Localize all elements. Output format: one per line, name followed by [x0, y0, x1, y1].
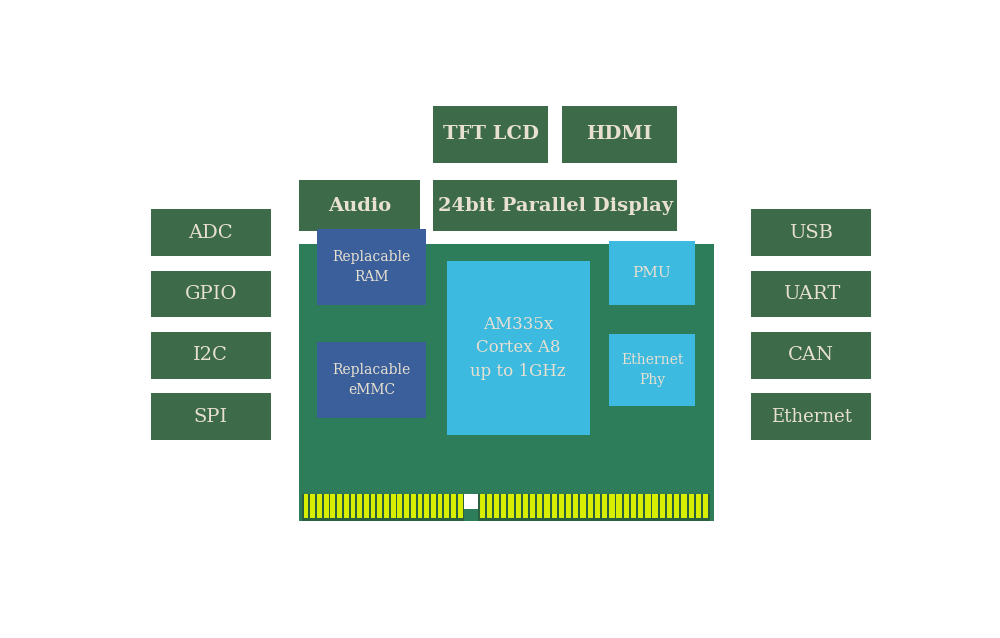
Bar: [299, 180, 420, 232]
Text: AM335x
Cortex A8
up to 1GHz: AM335x Cortex A8 up to 1GHz: [471, 316, 566, 380]
Bar: [433, 180, 677, 232]
Bar: [317, 342, 426, 418]
Bar: [299, 244, 714, 521]
Bar: [384, 494, 389, 518]
Bar: [451, 494, 456, 518]
Bar: [304, 494, 308, 518]
Bar: [631, 494, 636, 518]
Text: PMU: PMU: [633, 266, 671, 280]
Bar: [357, 494, 362, 518]
Bar: [480, 494, 485, 518]
Bar: [151, 394, 271, 440]
Bar: [530, 494, 535, 518]
Bar: [645, 494, 651, 518]
Text: CAN: CAN: [788, 346, 834, 364]
Text: Replacable
eMMC: Replacable eMMC: [332, 363, 411, 397]
Text: UART: UART: [783, 285, 840, 303]
Bar: [751, 332, 871, 379]
Text: SPI: SPI: [194, 408, 228, 426]
Bar: [638, 494, 643, 518]
Bar: [616, 494, 622, 518]
Bar: [624, 494, 629, 518]
Bar: [562, 106, 677, 163]
Bar: [609, 334, 695, 406]
Bar: [317, 494, 322, 518]
Bar: [464, 494, 478, 509]
Text: 24bit Parallel Display: 24bit Parallel Display: [438, 197, 673, 214]
Bar: [444, 494, 449, 518]
Bar: [494, 494, 499, 518]
Bar: [681, 494, 687, 518]
Bar: [418, 494, 422, 518]
Bar: [317, 229, 426, 305]
Bar: [516, 494, 521, 518]
Text: TFT LCD: TFT LCD: [443, 125, 539, 144]
Bar: [487, 494, 492, 518]
Text: I2C: I2C: [193, 346, 228, 364]
Bar: [595, 494, 600, 518]
Bar: [588, 494, 593, 518]
Bar: [438, 494, 442, 518]
Bar: [696, 494, 701, 518]
Bar: [447, 261, 590, 435]
Bar: [411, 494, 416, 518]
Bar: [424, 494, 429, 518]
Bar: [397, 494, 402, 518]
Bar: [652, 494, 658, 518]
Bar: [344, 494, 349, 518]
Text: ADC: ADC: [188, 223, 233, 242]
Bar: [431, 494, 436, 518]
Bar: [609, 241, 695, 305]
Bar: [609, 494, 615, 518]
Bar: [310, 494, 315, 518]
Bar: [566, 494, 571, 518]
Text: GPIO: GPIO: [184, 285, 237, 303]
Bar: [602, 494, 607, 518]
Bar: [364, 494, 369, 518]
Bar: [674, 494, 679, 518]
Bar: [751, 209, 871, 256]
Bar: [508, 494, 514, 518]
Bar: [478, 494, 710, 521]
Text: Ethernet: Ethernet: [771, 408, 852, 426]
Text: Audio: Audio: [328, 197, 391, 214]
Bar: [391, 494, 396, 518]
Bar: [544, 494, 550, 518]
Text: USB: USB: [789, 223, 833, 242]
Bar: [151, 271, 271, 317]
Bar: [660, 494, 665, 518]
Bar: [501, 494, 506, 518]
Text: HDMI: HDMI: [586, 125, 653, 144]
Bar: [351, 494, 355, 518]
Bar: [371, 494, 375, 518]
Bar: [667, 494, 672, 518]
Bar: [559, 494, 564, 518]
Bar: [523, 494, 528, 518]
Bar: [302, 494, 464, 521]
Text: Replacable
RAM: Replacable RAM: [332, 250, 411, 284]
Bar: [433, 106, 548, 163]
Bar: [573, 494, 578, 518]
Bar: [751, 394, 871, 440]
Bar: [751, 271, 871, 317]
Bar: [689, 494, 694, 518]
Bar: [151, 332, 271, 379]
Bar: [703, 494, 708, 518]
Bar: [324, 494, 329, 518]
Bar: [580, 494, 586, 518]
Bar: [151, 209, 271, 256]
Bar: [552, 494, 557, 518]
Bar: [377, 494, 382, 518]
Bar: [537, 494, 542, 518]
Text: Ethernet
Phy: Ethernet Phy: [621, 353, 683, 387]
Bar: [458, 494, 463, 518]
Bar: [337, 494, 342, 518]
Bar: [330, 494, 335, 518]
Bar: [404, 494, 409, 518]
